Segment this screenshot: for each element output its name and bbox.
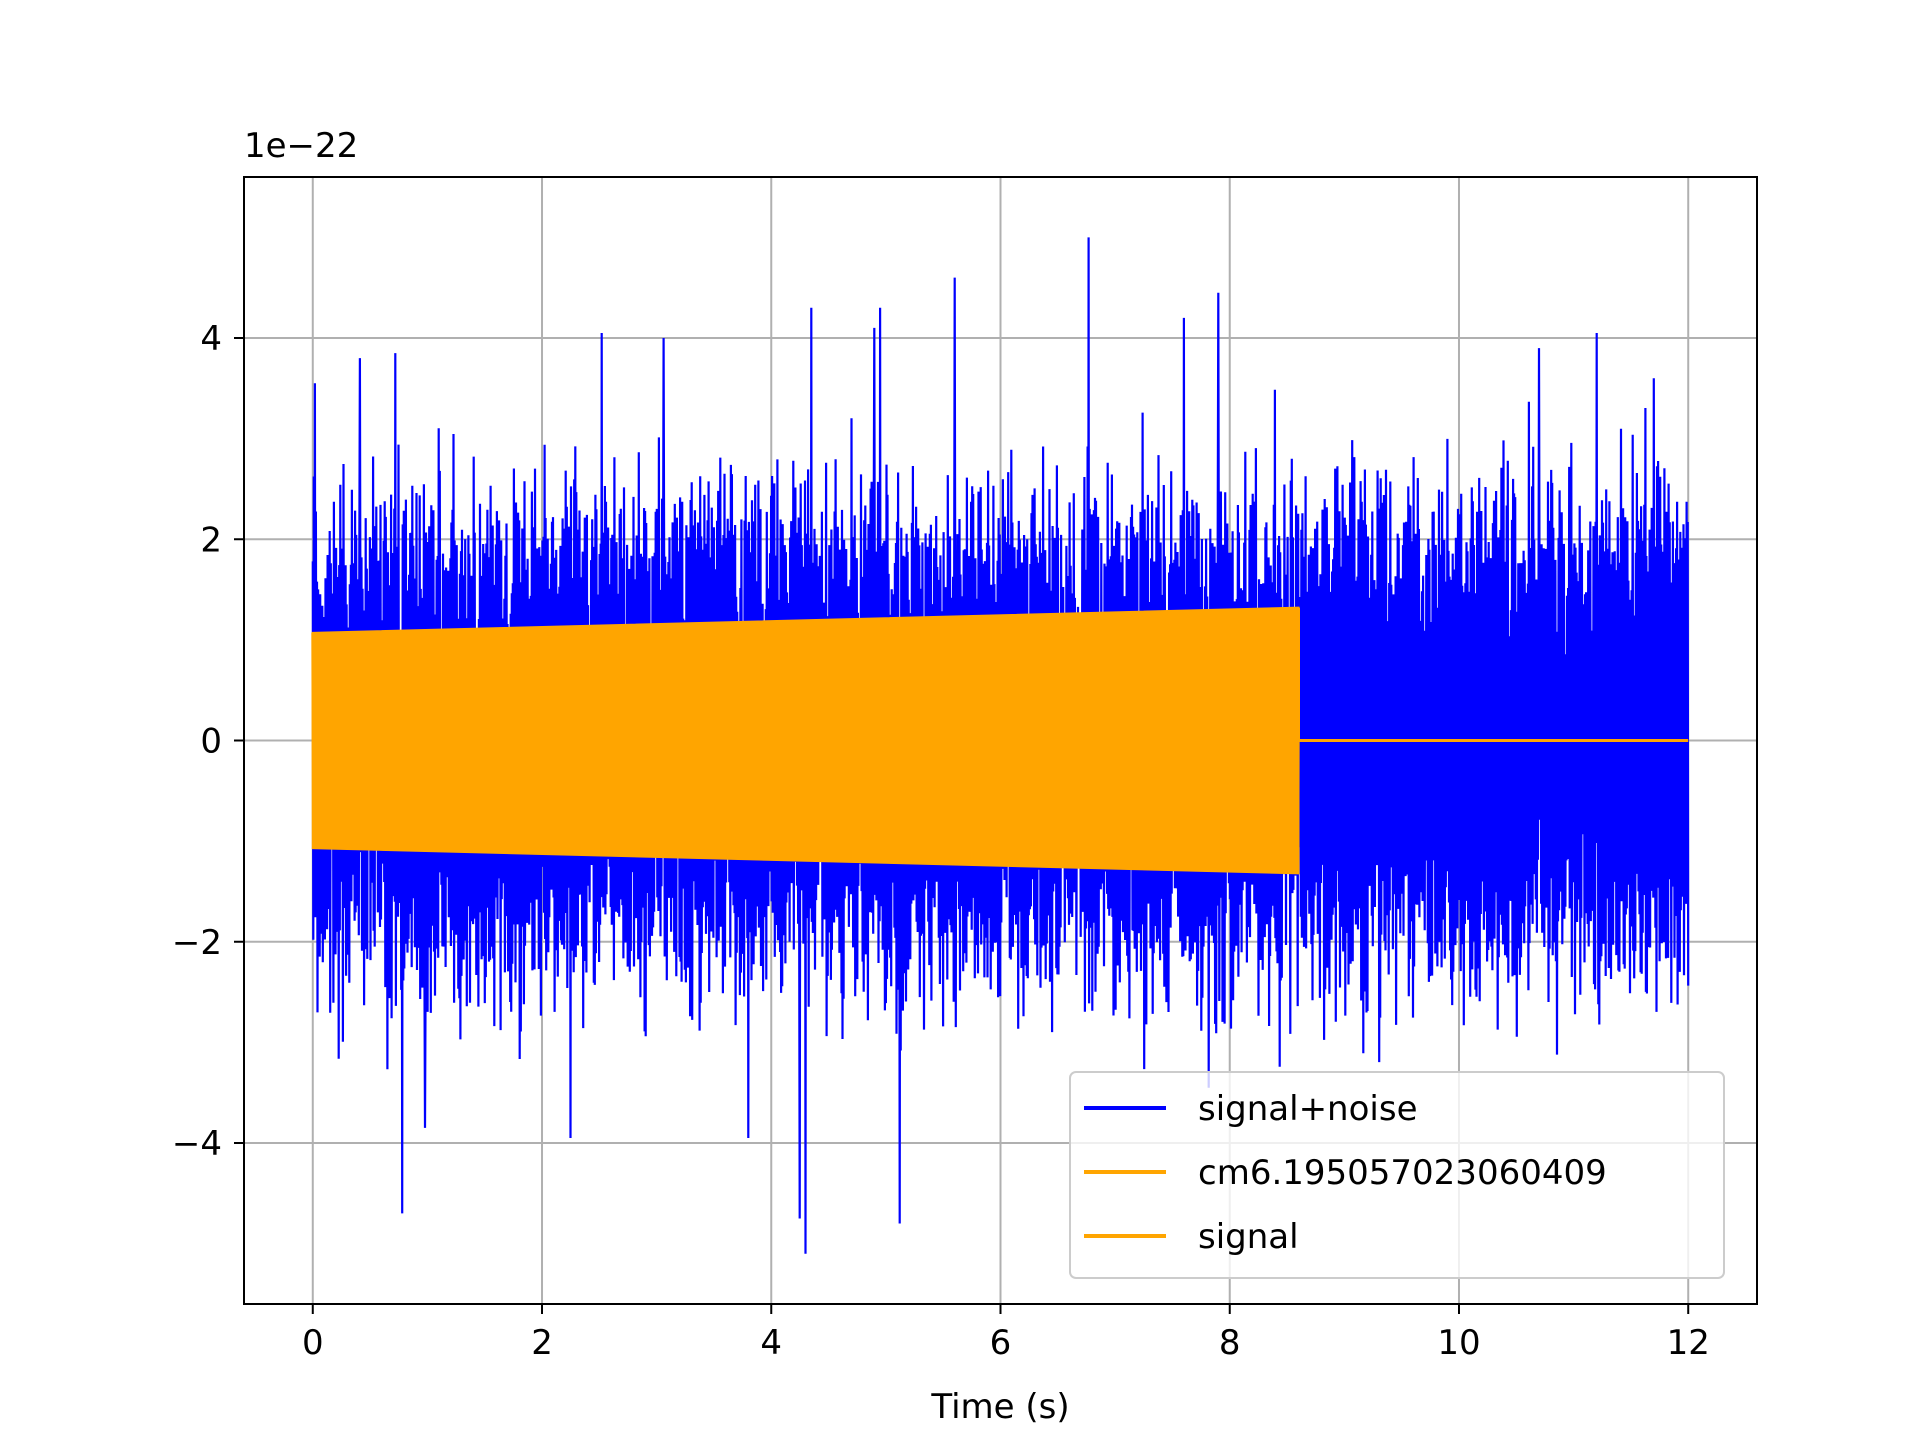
x-tick-label: 10 [1437,1323,1480,1363]
series-signal [311,607,1689,874]
legend-label: cm6.195057023060409 [1198,1153,1607,1193]
y-tick-label: 2 [200,520,222,560]
ticks: 0 2 4 6 8 10 12 −4 −2 0 2 4 [172,319,1710,1363]
legend-label: signal+noise [1198,1089,1418,1129]
y-tick-label: 4 [200,319,222,359]
x-tick-label: 12 [1667,1323,1710,1363]
x-tick-label: 0 [302,1323,324,1363]
y-tick-label: −4 [172,1124,222,1164]
x-tick-label: 4 [760,1323,782,1363]
legend: signal+noise cm6.195057023060409 signal [1069,1071,1725,1279]
x-axis-label: Time (s) [930,1387,1069,1427]
x-tick-label: 8 [1219,1323,1241,1363]
legend-label: signal [1198,1217,1299,1257]
x-tick-label: 2 [531,1323,553,1363]
y-tick-label: −2 [172,923,222,963]
y-offset-label: 1e−22 [244,126,358,166]
plot-area [311,237,1690,1254]
x-tick-label: 6 [990,1323,1012,1363]
y-tick-label: 0 [200,722,222,762]
legend-box [1069,1071,1725,1279]
